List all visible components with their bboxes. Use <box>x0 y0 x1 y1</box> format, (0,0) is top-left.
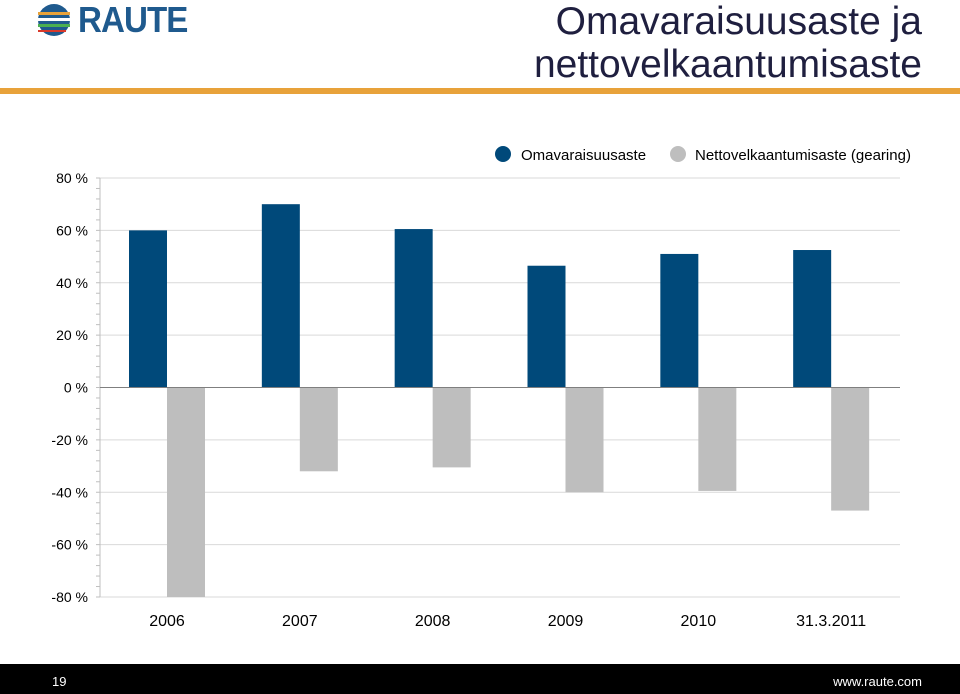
page-number: 19 <box>52 674 67 689</box>
bar-nettovelkaantumisaste <box>698 387 737 491</box>
page-title: Omavaraisuusaste ja nettovelkaantumisast… <box>534 0 922 86</box>
y-tick-label: 20 % <box>56 327 88 343</box>
website-link[interactable]: www.raute.com <box>833 674 922 689</box>
y-tick-label: -20 % <box>51 432 88 448</box>
logo-text: RAUTE <box>78 0 188 40</box>
bar-nettovelkaantumisaste <box>831 387 870 511</box>
bar-omavaraisuusaste <box>793 250 832 388</box>
bar-omavaraisuusaste <box>660 253 699 388</box>
bar-omavaraisuusaste <box>261 204 300 388</box>
legend-label-nettovelkaantumisaste: Nettovelkaantumisaste (gearing) <box>695 147 911 164</box>
legend-label-omavaraisuusaste: Omavaraisuusaste <box>521 147 646 164</box>
legend-marker-nettovelkaantumisaste <box>670 146 686 162</box>
y-tick-label: 60 % <box>56 222 88 238</box>
y-tick-label: 40 % <box>56 275 88 291</box>
raute-logo: RAUTE <box>36 2 197 38</box>
raute-logo-icon <box>38 4 70 36</box>
x-tick-label: 2010 <box>681 613 717 630</box>
y-tick-label: -80 % <box>51 589 88 605</box>
bar-omavaraisuusaste <box>394 229 433 388</box>
bar-nettovelkaantumisaste <box>565 387 604 493</box>
title-line-1: Omavaraisuusaste ja <box>555 0 922 43</box>
x-tick-label: 31.3.2011 <box>796 613 866 630</box>
bar-omavaraisuusaste <box>527 265 566 388</box>
bar-omavaraisuusaste <box>129 230 167 388</box>
bar-chart: 80 % 60 % 40 % 20 % 0 % -20 % -40 % -60 % -80 % 2… <box>51 146 911 630</box>
footer-bar: 19 www.raute.com <box>0 664 960 694</box>
bar-nettovelkaantumisaste <box>299 387 338 472</box>
x-tick-label: 2006 <box>149 613 185 630</box>
y-tick-label: -60 % <box>51 537 88 553</box>
x-tick-label: 2007 <box>282 613 318 630</box>
y-tick-label: 0 % <box>64 380 88 396</box>
x-tick-label: 2009 <box>548 613 584 630</box>
bar-nettovelkaantumisaste <box>432 387 471 468</box>
bar-nettovelkaantumisaste <box>167 387 205 597</box>
legend-marker-omavaraisuusaste <box>495 146 511 162</box>
x-tick-label: 2008 <box>415 613 451 630</box>
y-tick-label: -40 % <box>51 484 88 500</box>
header-rule <box>0 88 960 94</box>
y-tick-label: 80 % <box>56 170 88 186</box>
title-line-2: nettovelkaantumisaste <box>533 43 922 86</box>
